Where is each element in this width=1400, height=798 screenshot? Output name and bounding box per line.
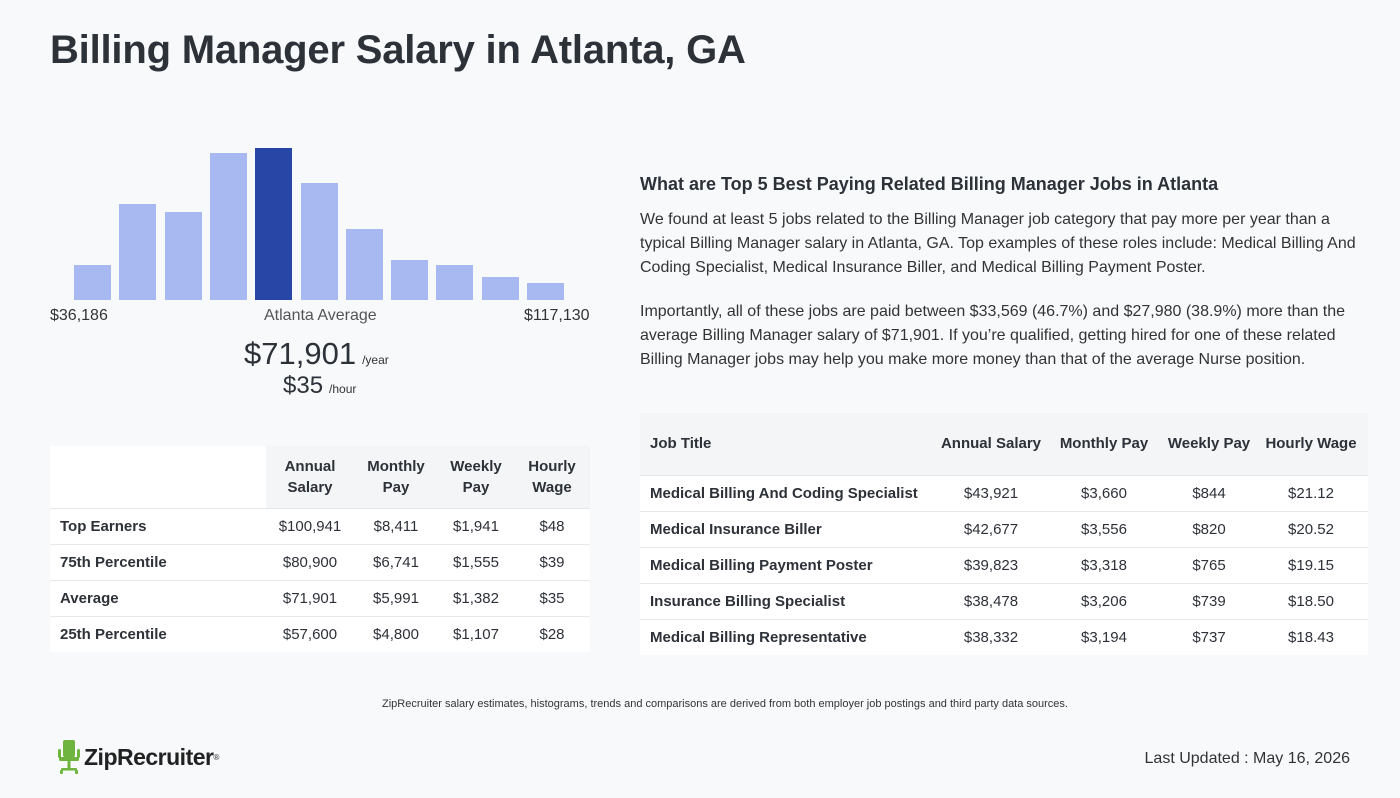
related-jobs-heading: What are Top 5 Best Paying Related Billi… xyxy=(640,174,1219,194)
job-pay-cell: $3,206 xyxy=(1044,582,1164,619)
histogram-bar xyxy=(74,265,111,300)
table-row: Average $71,901 $5,991 $1,382 $35 xyxy=(50,579,590,616)
percentile-header-weekly: Weekly Pay xyxy=(438,446,514,508)
percentile-cell: $5,991 xyxy=(354,579,438,616)
percentile-table-header: Annual Salary Monthly Pay Weekly Pay Hou… xyxy=(50,446,590,508)
histogram-max-label: $117,130 xyxy=(524,307,590,324)
percentile-cell: $100,941 xyxy=(266,507,354,544)
job-pay-cell: $38,478 xyxy=(938,582,1044,619)
histogram-bar xyxy=(436,265,474,300)
histogram-bar xyxy=(481,277,519,300)
jobs-table-header: Job Title Annual Salary Monthly Pay Week… xyxy=(640,413,1368,475)
job-pay-cell: $844 xyxy=(1164,474,1254,511)
job-pay-cell: $38,332 xyxy=(938,618,1044,655)
job-pay-cell: $19.15 xyxy=(1254,546,1368,583)
job-pay-cell: $39,823 xyxy=(938,546,1044,583)
job-title-cell: Medical Billing Payment Poster xyxy=(640,546,938,583)
percentile-cell: $1,382 xyxy=(438,579,514,616)
percentile-cell: $6,741 xyxy=(354,543,438,580)
average-hourly-value: $35 xyxy=(283,372,324,399)
histogram-bar xyxy=(164,212,202,300)
histogram-average-label: Atlanta Average xyxy=(264,307,377,324)
logo-text: ZipRecruiter xyxy=(84,743,214,770)
job-pay-cell: $3,318 xyxy=(1044,546,1164,583)
percentile-row-label: 25th Percentile xyxy=(50,615,266,652)
percentile-cell: $80,900 xyxy=(266,543,354,580)
table-row: Medical Billing Payment Poster $39,823 $3,… xyxy=(640,546,1368,583)
job-pay-cell: $739 xyxy=(1164,582,1254,619)
job-pay-cell: $21.12 xyxy=(1254,474,1368,511)
job-pay-cell: $3,194 xyxy=(1044,618,1164,655)
job-title-cell: Insurance Billing Specialist xyxy=(640,582,938,619)
percentile-row-label: Top Earners xyxy=(50,507,266,544)
job-title-cell: Medical Billing And Coding Specialist xyxy=(640,474,938,511)
related-jobs-table: Job Title Annual Salary Monthly Pay Week… xyxy=(640,413,1368,655)
page-title: Billing Manager Salary in Atlanta, GA xyxy=(50,28,746,72)
percentile-row-label: 75th Percentile xyxy=(50,543,266,580)
percentile-header-hourly: Hourly Wage xyxy=(514,446,590,508)
histogram-bar xyxy=(209,153,247,300)
table-row: Top Earners $100,941 $8,411 $1,941 $48 xyxy=(50,507,590,544)
chair-icon xyxy=(58,740,80,774)
percentile-cell: $39 xyxy=(514,543,590,580)
histogram-bar xyxy=(119,204,157,300)
percentile-cell: $35 xyxy=(514,579,590,616)
related-jobs-paragraph-1: We found at least 5 jobs related to the … xyxy=(640,211,1356,276)
percentile-cell: $71,901 xyxy=(266,579,354,616)
jobs-header-title: Job Title xyxy=(640,413,938,475)
table-row: Medical Insurance Biller $42,677 $3,556 $82… xyxy=(640,510,1368,547)
histogram-bar xyxy=(255,148,293,300)
percentile-header-blank xyxy=(50,446,266,508)
job-title-cell: Medical Insurance Biller xyxy=(640,510,938,547)
percentile-row-label: Average xyxy=(50,579,266,616)
percentile-cell: $1,555 xyxy=(438,543,514,580)
table-row: 75th Percentile $80,900 $6,741 $1,555 $39 xyxy=(50,543,590,580)
histogram-bar xyxy=(391,260,429,300)
percentile-table: Annual Salary Monthly Pay Weekly Pay Hou… xyxy=(50,446,590,652)
job-pay-cell: $18.43 xyxy=(1254,618,1368,655)
histogram-bar xyxy=(300,183,338,300)
jobs-header-monthly: Monthly Pay xyxy=(1044,413,1164,475)
average-annual-value: $71,901 xyxy=(244,336,357,371)
jobs-header-hourly: Hourly Wage xyxy=(1254,413,1368,475)
job-pay-cell: $20.52 xyxy=(1254,510,1368,547)
job-pay-cell: $765 xyxy=(1164,546,1254,583)
table-row: Medical Billing And Coding Specialist $43… xyxy=(640,474,1368,511)
percentile-header-monthly: Monthly Pay xyxy=(354,446,438,508)
job-pay-cell: $737 xyxy=(1164,618,1254,655)
job-pay-cell: $820 xyxy=(1164,510,1254,547)
job-pay-cell: $3,660 xyxy=(1044,474,1164,511)
job-pay-cell: $42,677 xyxy=(938,510,1044,547)
average-annual-salary: $71,901/year xyxy=(244,336,389,372)
last-updated: Last Updated : May 16, 2026 xyxy=(1144,750,1350,767)
ziprecruiter-logo[interactable]: ZipRecruiter ® xyxy=(58,740,219,774)
average-hourly-wage: $35/hour xyxy=(283,372,356,400)
percentile-cell: $28 xyxy=(514,615,590,652)
jobs-header-weekly: Weekly Pay xyxy=(1164,413,1254,475)
salary-histogram xyxy=(74,140,574,300)
percentile-cell: $8,411 xyxy=(354,507,438,544)
table-row: 25th Percentile $57,600 $4,800 $1,107 $28 xyxy=(50,615,590,652)
percentile-cell: $4,800 xyxy=(354,615,438,652)
percentile-cell: $1,107 xyxy=(438,615,514,652)
related-jobs-paragraph-2: Importantly, all of these jobs are paid … xyxy=(640,303,1346,368)
logo-registered-mark: ® xyxy=(213,752,220,762)
table-row: Medical Billing Representative $38,332 $3,… xyxy=(640,618,1368,655)
job-pay-cell: $3,556 xyxy=(1044,510,1164,547)
table-row: Insurance Billing Specialist $38,478 $3,20… xyxy=(640,582,1368,619)
percentile-cell: $1,941 xyxy=(438,507,514,544)
histogram-bar xyxy=(527,283,564,300)
average-hourly-unit: /hour xyxy=(329,382,357,396)
job-pay-cell: $18.50 xyxy=(1254,582,1368,619)
disclaimer-text: ZipRecruiter salary estimates, histogram… xyxy=(382,698,1068,710)
job-pay-cell: $43,921 xyxy=(938,474,1044,511)
histogram-min-label: $36,186 xyxy=(50,307,108,324)
histogram-bar xyxy=(345,229,383,300)
percentile-cell: $57,600 xyxy=(266,615,354,652)
percentile-cell: $48 xyxy=(514,507,590,544)
jobs-header-annual: Annual Salary xyxy=(938,413,1044,475)
job-title-cell: Medical Billing Representative xyxy=(640,618,938,655)
percentile-header-annual: Annual Salary xyxy=(266,446,354,508)
average-annual-unit: /year xyxy=(362,353,389,367)
